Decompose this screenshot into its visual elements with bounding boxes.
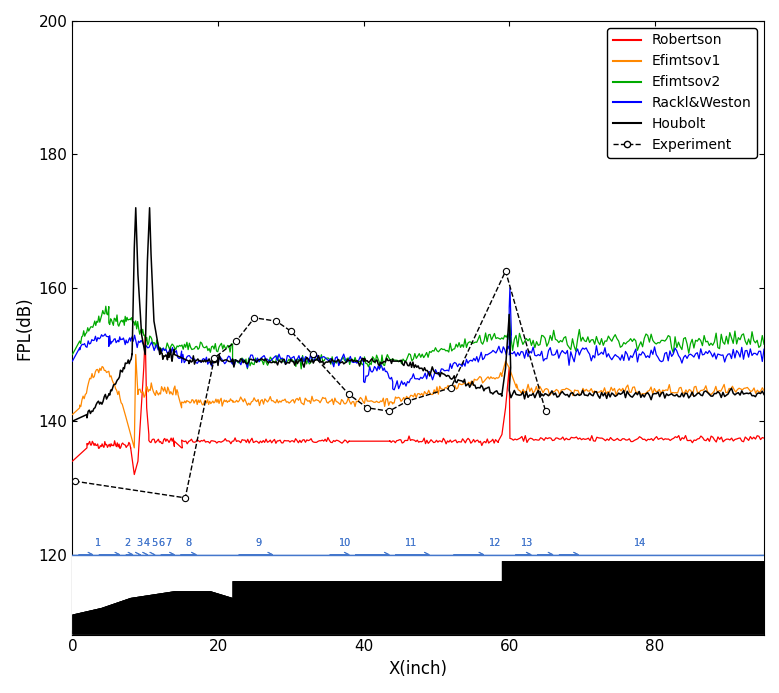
Legend: Robertson, Efimtsov1, Efimtsov2, Rackl&Weston, Houbolt, Experiment: Robertson, Efimtsov1, Efimtsov2, Rackl&W… xyxy=(608,28,757,158)
Text: 13: 13 xyxy=(521,538,534,548)
Text: 2: 2 xyxy=(124,538,130,548)
Bar xyxy=(72,554,764,635)
Text: 4: 4 xyxy=(143,538,150,548)
Text: 5: 5 xyxy=(151,538,157,548)
Text: 1: 1 xyxy=(95,538,101,548)
Polygon shape xyxy=(72,561,764,635)
Text: 5: 5 xyxy=(151,538,157,548)
Text: 14: 14 xyxy=(634,538,647,548)
Text: 3: 3 xyxy=(136,538,143,548)
Text: 10: 10 xyxy=(340,538,351,548)
Text: 14: 14 xyxy=(634,538,647,548)
Polygon shape xyxy=(72,561,764,635)
Y-axis label: FPL(dB): FPL(dB) xyxy=(15,296,33,360)
Text: 4: 4 xyxy=(143,538,150,548)
Text: 9: 9 xyxy=(255,538,261,548)
Text: 1: 1 xyxy=(95,538,101,548)
Text: 11: 11 xyxy=(405,538,417,548)
Text: 13: 13 xyxy=(521,538,534,548)
Text: 8: 8 xyxy=(186,538,192,548)
Polygon shape xyxy=(72,561,764,635)
Text: 2: 2 xyxy=(124,538,130,548)
Text: 12: 12 xyxy=(488,538,501,548)
Text: 3: 3 xyxy=(136,538,143,548)
Text: 7: 7 xyxy=(165,538,171,548)
Text: 10: 10 xyxy=(340,538,351,548)
Text: 9: 9 xyxy=(255,538,261,548)
Text: 8: 8 xyxy=(186,538,192,548)
Text: 6: 6 xyxy=(158,538,164,548)
Text: 12: 12 xyxy=(488,538,501,548)
Text: 11: 11 xyxy=(405,538,417,548)
X-axis label: X(inch): X(inch) xyxy=(389,660,448,678)
Text: 7: 7 xyxy=(165,538,171,548)
Text: 6: 6 xyxy=(158,538,164,548)
Bar xyxy=(72,554,764,635)
